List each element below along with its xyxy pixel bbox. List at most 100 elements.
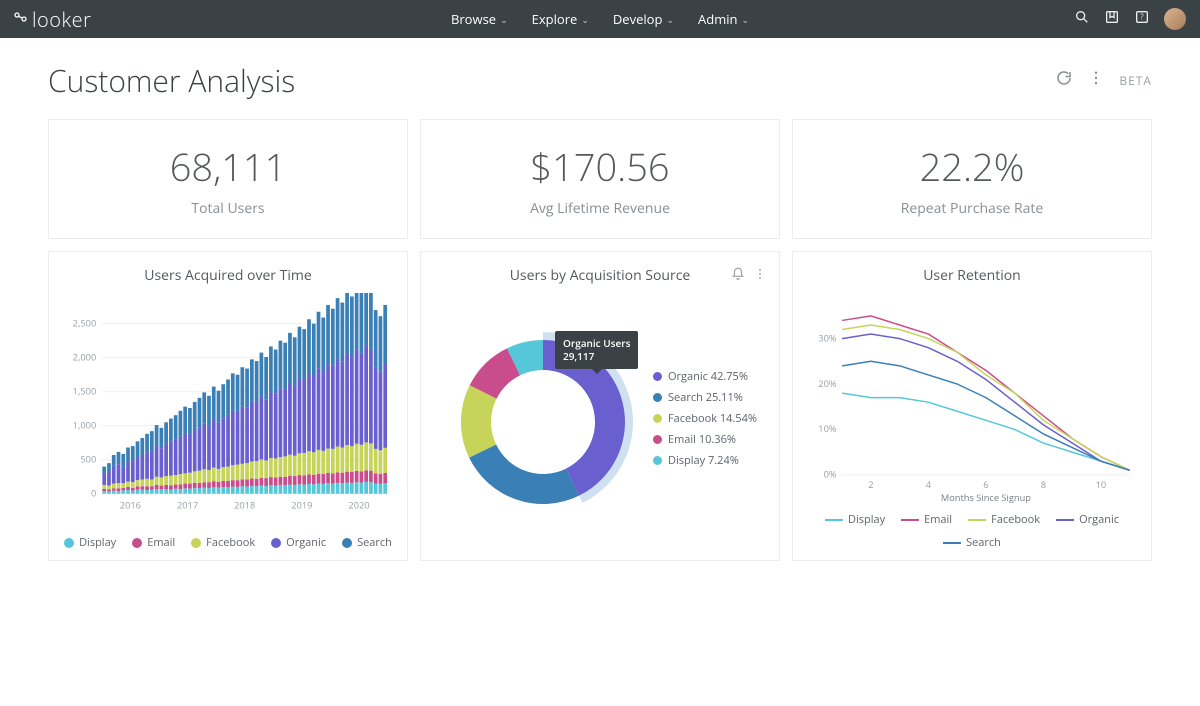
bookmark-icon[interactable] [1104, 8, 1120, 30]
nav-item-develop[interactable]: Develop⌄ [613, 10, 674, 28]
legend-item-facebook[interactable]: Facebook [968, 512, 1040, 527]
legend-label: Email [147, 535, 175, 550]
legend-item-search[interactable]: Search [943, 535, 1001, 550]
svg-text:?: ? [1140, 12, 1144, 23]
legend-item-search[interactable]: Search [342, 535, 392, 550]
svg-text:Months Since Signup: Months Since Signup [941, 491, 1031, 504]
legend-item-facebook[interactable]: Facebook [191, 535, 255, 550]
page-header: Customer Analysis BETA [0, 38, 1200, 111]
brand-icon [14, 12, 28, 26]
legend-item-organic[interactable]: Organic 42.75% [653, 369, 757, 384]
svg-text:2: 2 [868, 478, 873, 491]
topbar-right: ? [1074, 8, 1186, 30]
legend-label: Organic [286, 535, 326, 550]
brand-logo[interactable]: looker [14, 6, 91, 33]
search-icon[interactable] [1074, 8, 1090, 30]
svg-text:2,000: 2,000 [73, 350, 97, 363]
retention-line-chart: 0% 10% 20% 30% 2 4 6 8 10 Months Since Signup [805, 293, 1139, 506]
kpi-label: Total Users [191, 199, 264, 218]
legend-swatch [943, 542, 961, 544]
svg-text:10: 10 [1096, 478, 1107, 491]
legend-swatch [342, 538, 352, 548]
nav-label: Explore [532, 10, 578, 28]
svg-text:2017: 2017 [177, 499, 198, 512]
legend-item-display[interactable]: Display 7.24% [653, 453, 757, 468]
legend-label: Organic 42.75% [668, 369, 748, 384]
nav-label: Develop [613, 10, 663, 28]
legend-swatch [64, 538, 74, 548]
more-icon[interactable] [753, 264, 767, 286]
chevron-down-icon: ⌄ [741, 13, 749, 26]
legend-swatch [653, 435, 662, 444]
legend-label: Display 7.24% [668, 453, 739, 468]
main-nav: Browse⌄Explore⌄Develop⌄Admin⌄ [451, 10, 749, 28]
svg-text:4: 4 [926, 478, 932, 491]
svg-text:0: 0 [91, 487, 96, 500]
svg-text:6: 6 [983, 478, 988, 491]
legend-label: Email [924, 512, 952, 527]
help-icon[interactable]: ? [1134, 8, 1150, 30]
legend-swatch [271, 538, 281, 548]
svg-text:8: 8 [1041, 478, 1046, 491]
legend-label: Search [357, 535, 392, 550]
legend-item-organic[interactable]: Organic [1056, 512, 1119, 527]
chevron-down-icon: ⌄ [581, 13, 589, 26]
nav-label: Admin [698, 10, 737, 28]
retention-legend: Display Email Facebook Organic Search [805, 512, 1139, 550]
legend-label: Display [79, 535, 116, 550]
svg-text:2,500: 2,500 [73, 316, 97, 329]
legend-item-display[interactable]: Display [64, 535, 116, 550]
kpi-total-users[interactable]: 68,111 Total Users [48, 119, 408, 239]
dashboard-grid: 68,111 Total Users $170.56 Avg Lifetime … [0, 111, 1200, 581]
legend-swatch [968, 519, 986, 521]
chart-title: User Retention [805, 266, 1139, 285]
tile-users-over-time[interactable]: Users Acquired over Time 05001,0001,5002… [48, 251, 408, 561]
legend-item-search[interactable]: Search 25.11% [653, 390, 757, 405]
svg-text:0%: 0% [824, 468, 837, 481]
legend-swatch [1056, 519, 1074, 521]
legend-item-facebook[interactable]: Facebook 14.54% [653, 411, 757, 426]
topbar: looker Browse⌄Explore⌄Develop⌄Admin⌄ ? [0, 0, 1200, 38]
legend-item-display[interactable]: Display [825, 512, 885, 527]
chart-title: Users Acquired over Time [61, 266, 395, 285]
svg-text:10%: 10% [818, 422, 837, 435]
legend-label: Email 10.36% [668, 432, 736, 447]
kpi-value: 68,111 [170, 141, 287, 193]
legend-swatch [653, 393, 662, 402]
chart-title: Users by Acquisition Source [433, 266, 767, 285]
kpi-repeat-rate[interactable]: 22.2% Repeat Purchase Rate [792, 119, 1152, 239]
bell-icon[interactable] [731, 264, 745, 286]
stacked-legend: Display Email Facebook Organic Search [61, 535, 395, 550]
refresh-icon[interactable] [1055, 69, 1073, 92]
tile-acquisition-source[interactable]: Users by Acquisition Source Organic 42.7… [420, 251, 780, 561]
avatar[interactable] [1164, 8, 1186, 30]
legend-item-organic[interactable]: Organic [271, 535, 326, 550]
svg-text:20%: 20% [818, 377, 837, 390]
legend-swatch [653, 456, 662, 465]
nav-item-explore[interactable]: Explore⌄ [532, 10, 589, 28]
legend-swatch [653, 414, 662, 423]
tooltip-value: 29,117 [563, 350, 630, 363]
legend-item-email[interactable]: Email [132, 535, 175, 550]
beta-badge: BETA [1119, 72, 1152, 89]
page-title: Customer Analysis [48, 60, 295, 101]
legend-item-email[interactable]: Email [901, 512, 952, 527]
legend-item-email[interactable]: Email 10.36% [653, 432, 757, 447]
stacked-bar-chart: 05001,0001,5002,0002,5002016201720182019… [61, 293, 395, 529]
kpi-avg-revenue[interactable]: $170.56 Avg Lifetime Revenue [420, 119, 780, 239]
svg-text:2020: 2020 [348, 499, 369, 512]
svg-text:2016: 2016 [120, 499, 141, 512]
legend-swatch [191, 538, 201, 548]
tile-retention[interactable]: User Retention 0% 10% 20% 30% 2 4 6 8 10 Months S… [792, 251, 1152, 561]
nav-item-browse[interactable]: Browse⌄ [451, 10, 508, 28]
nav-label: Browse [451, 10, 496, 28]
legend-swatch [132, 538, 142, 548]
legend-label: Organic [1079, 512, 1119, 527]
nav-item-admin[interactable]: Admin ⌄ [698, 10, 749, 28]
more-icon[interactable] [1087, 69, 1105, 92]
svg-text:1,000: 1,000 [73, 419, 97, 432]
svg-text:2019: 2019 [291, 499, 312, 512]
svg-text:30%: 30% [818, 331, 837, 344]
legend-label: Facebook [206, 535, 255, 550]
legend-label: Search 25.11% [668, 390, 743, 405]
